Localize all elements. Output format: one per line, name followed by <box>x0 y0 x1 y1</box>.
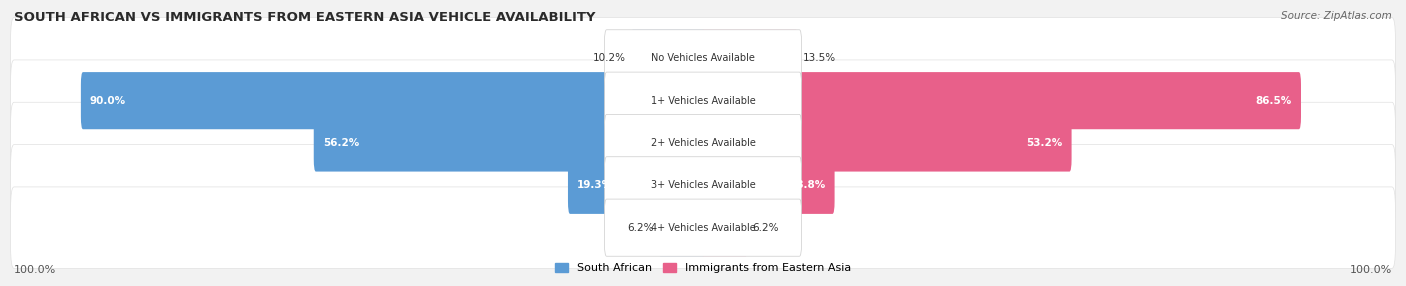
FancyBboxPatch shape <box>82 72 609 129</box>
Text: 56.2%: 56.2% <box>323 138 359 148</box>
FancyBboxPatch shape <box>605 72 801 129</box>
FancyBboxPatch shape <box>702 30 799 87</box>
Text: 1+ Vehicles Available: 1+ Vehicles Available <box>651 96 755 106</box>
Text: 3+ Vehicles Available: 3+ Vehicles Available <box>651 180 755 190</box>
FancyBboxPatch shape <box>11 102 1395 184</box>
FancyBboxPatch shape <box>605 30 801 87</box>
Text: 90.0%: 90.0% <box>90 96 127 106</box>
Text: 100.0%: 100.0% <box>1350 265 1392 275</box>
Text: SOUTH AFRICAN VS IMMIGRANTS FROM EASTERN ASIA VEHICLE AVAILABILITY: SOUTH AFRICAN VS IMMIGRANTS FROM EASTERN… <box>14 11 596 24</box>
Text: 13.5%: 13.5% <box>803 53 837 63</box>
FancyBboxPatch shape <box>797 114 1071 172</box>
FancyBboxPatch shape <box>11 60 1395 141</box>
Text: 100.0%: 100.0% <box>14 265 56 275</box>
FancyBboxPatch shape <box>797 72 1301 129</box>
Text: 2+ Vehicles Available: 2+ Vehicles Available <box>651 138 755 148</box>
FancyBboxPatch shape <box>314 114 609 172</box>
FancyBboxPatch shape <box>605 157 801 214</box>
FancyBboxPatch shape <box>11 18 1395 99</box>
Text: 53.2%: 53.2% <box>1026 138 1063 148</box>
Legend: South African, Immigrants from Eastern Asia: South African, Immigrants from Eastern A… <box>550 259 856 278</box>
Text: 6.2%: 6.2% <box>752 223 779 233</box>
FancyBboxPatch shape <box>702 199 748 256</box>
FancyBboxPatch shape <box>568 157 609 214</box>
FancyBboxPatch shape <box>631 30 704 87</box>
Text: 4+ Vehicles Available: 4+ Vehicles Available <box>651 223 755 233</box>
FancyBboxPatch shape <box>605 114 801 172</box>
Text: 18.8%: 18.8% <box>789 180 825 190</box>
Text: 19.3%: 19.3% <box>576 180 613 190</box>
Text: 6.2%: 6.2% <box>627 223 654 233</box>
FancyBboxPatch shape <box>797 157 835 214</box>
FancyBboxPatch shape <box>11 145 1395 226</box>
Text: 10.2%: 10.2% <box>593 53 626 63</box>
FancyBboxPatch shape <box>658 199 704 256</box>
Text: Source: ZipAtlas.com: Source: ZipAtlas.com <box>1281 11 1392 21</box>
FancyBboxPatch shape <box>605 199 801 256</box>
Text: 86.5%: 86.5% <box>1256 96 1292 106</box>
FancyBboxPatch shape <box>11 187 1395 268</box>
Text: No Vehicles Available: No Vehicles Available <box>651 53 755 63</box>
